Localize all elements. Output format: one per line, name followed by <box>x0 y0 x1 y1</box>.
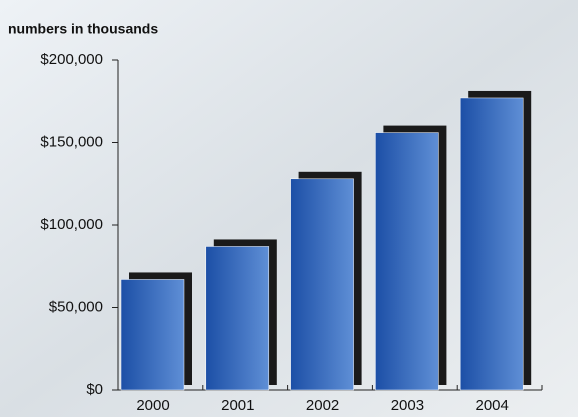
y-tick-label: $200,000 <box>40 51 103 68</box>
bar <box>205 246 270 391</box>
x-tick-label: 2002 <box>306 397 339 414</box>
y-tick-label: $0 <box>86 381 103 398</box>
bar <box>120 279 185 391</box>
x-tick-label: 2004 <box>476 397 509 414</box>
x-tick-label: 2000 <box>136 397 169 414</box>
bar <box>375 132 439 391</box>
x-tick-label: 2001 <box>221 397 254 414</box>
chart-title: numbers in thousands <box>8 21 158 37</box>
y-tick-label: $150,000 <box>40 133 103 150</box>
bar <box>459 97 524 391</box>
x-tick-label: 2003 <box>391 397 424 414</box>
bar <box>290 178 354 391</box>
y-tick-label: $50,000 <box>49 298 103 315</box>
y-tick-label: $100,000 <box>40 216 103 233</box>
